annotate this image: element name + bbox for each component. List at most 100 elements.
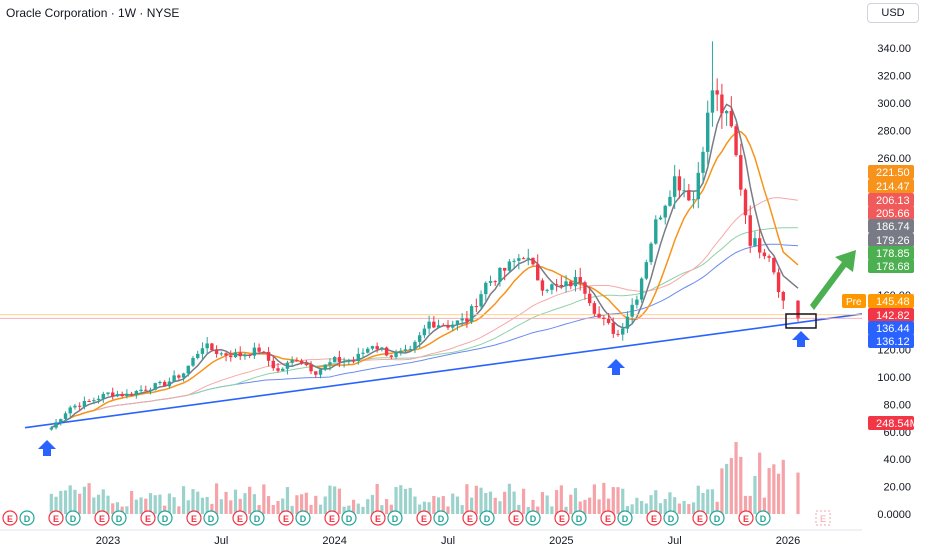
earnings-marker bbox=[646, 510, 662, 526]
earnings-marker bbox=[157, 510, 173, 526]
currency-button[interactable]: USD bbox=[867, 3, 919, 23]
candle-body bbox=[436, 325, 441, 328]
volume-bar bbox=[706, 489, 710, 514]
volume-bar bbox=[399, 485, 403, 514]
candle-body bbox=[224, 353, 228, 356]
candle-body bbox=[602, 317, 606, 319]
volume-bar bbox=[92, 497, 96, 514]
earnings-marker bbox=[341, 510, 357, 526]
candle-body bbox=[715, 90, 719, 95]
volume-bar bbox=[422, 501, 426, 514]
volume-bar bbox=[616, 487, 620, 514]
volume-bar bbox=[106, 495, 110, 514]
volume-bar bbox=[521, 488, 526, 514]
candle-body bbox=[295, 360, 299, 362]
volume-bar bbox=[668, 492, 672, 514]
price-tag-label: 179.26 bbox=[876, 235, 910, 247]
candle-body bbox=[342, 361, 346, 363]
volume-bar bbox=[644, 503, 648, 514]
volume-bar bbox=[597, 499, 601, 514]
volume-bar bbox=[78, 493, 82, 514]
earnings-marker bbox=[278, 510, 294, 526]
candle-body bbox=[597, 313, 601, 318]
volume-bar bbox=[318, 504, 323, 514]
volume-bar bbox=[271, 505, 275, 514]
price-tick-label: 40.00 bbox=[883, 454, 911, 466]
volume-bar bbox=[739, 456, 743, 514]
candle-body bbox=[554, 284, 559, 286]
candle-body bbox=[724, 110, 729, 114]
price-tag-label: 136.44 bbox=[876, 323, 910, 335]
candle-body bbox=[96, 398, 101, 401]
price-tag-label: 136.12 bbox=[876, 336, 910, 348]
candle-body bbox=[781, 292, 785, 301]
volume-bar bbox=[418, 504, 422, 514]
volume-bar bbox=[753, 475, 757, 514]
price-tag bbox=[868, 416, 914, 430]
price-tick-label: 300.00 bbox=[877, 98, 911, 110]
dividend-label: D bbox=[300, 514, 307, 524]
volume-bar bbox=[526, 506, 530, 514]
volume-bar bbox=[720, 468, 724, 514]
candle-body bbox=[474, 306, 479, 308]
candle-body bbox=[757, 238, 762, 253]
earnings-label: E bbox=[191, 514, 197, 524]
volume-bar bbox=[408, 487, 412, 514]
volume-bar bbox=[210, 503, 214, 514]
earnings-marker bbox=[203, 510, 219, 526]
earnings-marker bbox=[140, 510, 156, 526]
earnings-label: E bbox=[283, 514, 289, 524]
volume-bar bbox=[63, 490, 68, 514]
volume-bar bbox=[87, 483, 91, 514]
volume-bar bbox=[512, 491, 516, 514]
candle-body bbox=[59, 419, 63, 423]
volume-bar bbox=[380, 505, 384, 514]
candle-body bbox=[417, 335, 422, 342]
volume-bar bbox=[625, 506, 630, 514]
volume-bar bbox=[243, 493, 247, 514]
candle-body bbox=[262, 351, 266, 353]
candle-body bbox=[502, 267, 507, 271]
earnings-marker bbox=[111, 510, 127, 526]
candle-body bbox=[323, 364, 327, 370]
volume-bar bbox=[588, 497, 592, 514]
volume-bar bbox=[177, 506, 181, 514]
volume-bar bbox=[224, 491, 228, 514]
candle-body bbox=[129, 393, 134, 396]
earnings-marker bbox=[186, 510, 202, 526]
candle-body bbox=[432, 321, 436, 328]
candle-body bbox=[285, 362, 290, 369]
volume-bar bbox=[186, 500, 190, 514]
chart-title: Oracle Corporation · 1W · NYSE bbox=[6, 6, 180, 20]
volume-bar bbox=[682, 501, 686, 514]
candle-body bbox=[210, 343, 214, 351]
candle-body bbox=[512, 260, 516, 262]
volume-bar bbox=[328, 485, 332, 514]
volume-bar bbox=[219, 499, 223, 514]
price-tag bbox=[868, 334, 914, 348]
candle-body bbox=[469, 306, 474, 322]
earnings-label: E bbox=[559, 514, 565, 524]
candle-body bbox=[167, 381, 172, 387]
candle-body bbox=[668, 196, 672, 206]
volume-bar bbox=[602, 482, 606, 514]
candle-body bbox=[139, 389, 143, 392]
candle-body bbox=[63, 413, 68, 420]
volume-bar bbox=[200, 497, 205, 514]
candle-body bbox=[578, 277, 582, 283]
dividend-label: D bbox=[24, 514, 31, 524]
volume-bar bbox=[691, 502, 696, 514]
volume-bar bbox=[673, 497, 677, 514]
candle-body bbox=[649, 243, 653, 263]
volume-bar bbox=[507, 483, 511, 514]
candle-body bbox=[682, 190, 686, 192]
time-tick-label: 2023 bbox=[96, 535, 120, 547]
candle-body bbox=[753, 238, 757, 246]
candle-body bbox=[82, 401, 87, 407]
candle-body bbox=[191, 357, 195, 366]
volume-bar bbox=[611, 487, 615, 514]
dividend-label: D bbox=[484, 514, 491, 524]
candle-body bbox=[772, 257, 776, 273]
price-tag-label: 178.68 bbox=[876, 261, 910, 273]
